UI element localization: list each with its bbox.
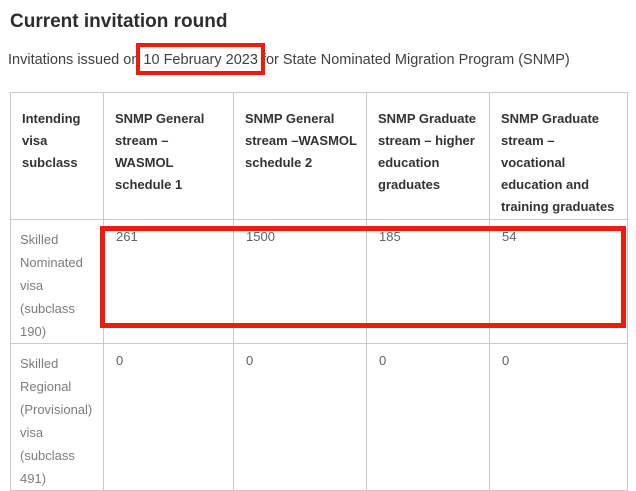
row-label-subclass-190: Skilled Nominated visa (subclass 190): [10, 219, 104, 344]
intro-suffix: for State Nominated Migration Program (S…: [261, 52, 570, 68]
cell-491-wasmol-1: 0: [103, 343, 234, 491]
cell-190-wasmol-1: 261: [103, 219, 234, 344]
column-header-higher-education: SNMP Graduate stream – higher education …: [366, 92, 490, 220]
invitation-date-text: 10 February 2023: [143, 52, 258, 68]
invitation-table: Intending visa subclass SNMP General str…: [10, 92, 628, 491]
intro-text: Invitations issued on 10 February 2023 f…: [8, 43, 628, 75]
page: Current invitation round Invitations iss…: [0, 10, 636, 491]
cell-491-higher-education: 0: [366, 343, 490, 491]
page-title: Current invitation round: [10, 11, 228, 32]
column-header-wasmol-schedule-1: SNMP General stream – WASMOL schedule 1: [103, 92, 234, 220]
table-header-row: Intending visa subclass SNMP General str…: [10, 92, 628, 220]
table-row-subclass-190: Skilled Nominated visa (subclass 190) 26…: [10, 219, 628, 344]
column-header-vocational-training: SNMP Graduate stream – vocational educat…: [489, 92, 628, 220]
intro-prefix: Invitations issued on: [8, 52, 140, 68]
table-row-subclass-491: Skilled Regional (Provisional) visa (sub…: [10, 343, 628, 491]
cell-491-vocational: 0: [489, 343, 628, 491]
column-header-wasmol-schedule-2: SNMP General stream –WASMOL schedule 2: [233, 92, 367, 220]
column-header-visa-subclass: Intending visa subclass: [10, 92, 104, 220]
row-label-subclass-491: Skilled Regional (Provisional) visa (sub…: [10, 343, 104, 491]
cell-190-vocational: 54: [489, 219, 628, 344]
cell-491-wasmol-2: 0: [233, 343, 367, 491]
cell-190-wasmol-2: 1500: [233, 219, 367, 344]
cell-190-higher-education: 185: [366, 219, 490, 344]
invitation-date: 10 February 2023: [136, 43, 265, 75]
